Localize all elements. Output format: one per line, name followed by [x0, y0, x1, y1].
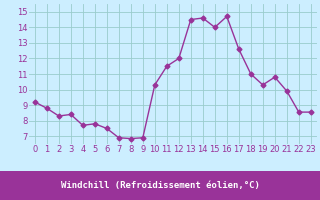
Text: Windchill (Refroidissement éolien,°C): Windchill (Refroidissement éolien,°C) [60, 181, 260, 190]
